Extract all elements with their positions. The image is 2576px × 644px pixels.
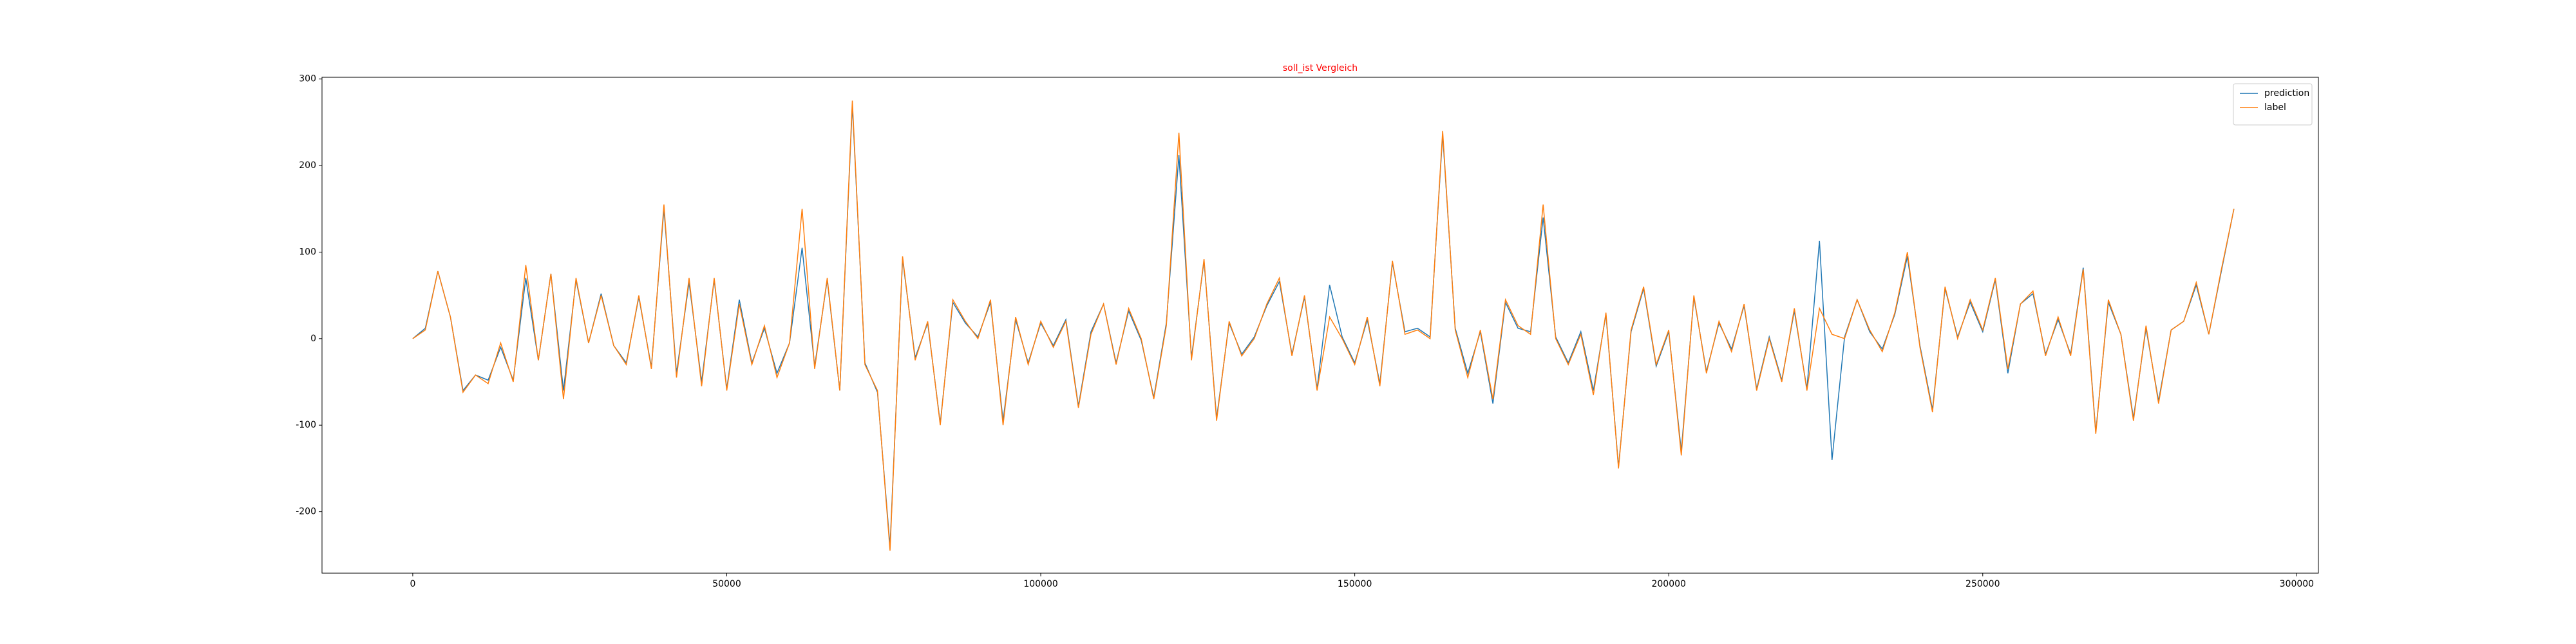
x-tick-label: 0 (410, 579, 415, 589)
x-tick-label: 150000 (1338, 579, 1372, 589)
y-tick-label: -100 (296, 420, 316, 430)
y-tick-label: 300 (299, 74, 316, 84)
x-tick-label: 250000 (1965, 579, 2000, 589)
legend-label: label (2264, 102, 2286, 113)
y-tick-label: -200 (296, 507, 316, 517)
y-tick-label: 200 (299, 160, 316, 171)
legend-box (2233, 83, 2313, 126)
legend-label: prediction (2264, 88, 2309, 99)
axes-frame (321, 77, 2319, 574)
x-tick-label: 200000 (1651, 579, 1685, 589)
x-tick-label: 300000 (2280, 579, 2314, 589)
x-tick-label: 50000 (712, 579, 741, 589)
series-line (412, 100, 2235, 551)
y-tick-label: 100 (299, 247, 316, 257)
series-line (412, 104, 2235, 547)
y-tick-label: 0 (310, 334, 316, 344)
chart-title: soll_ist Vergleich (1283, 63, 1358, 73)
x-tick-label: 100000 (1023, 579, 1057, 589)
